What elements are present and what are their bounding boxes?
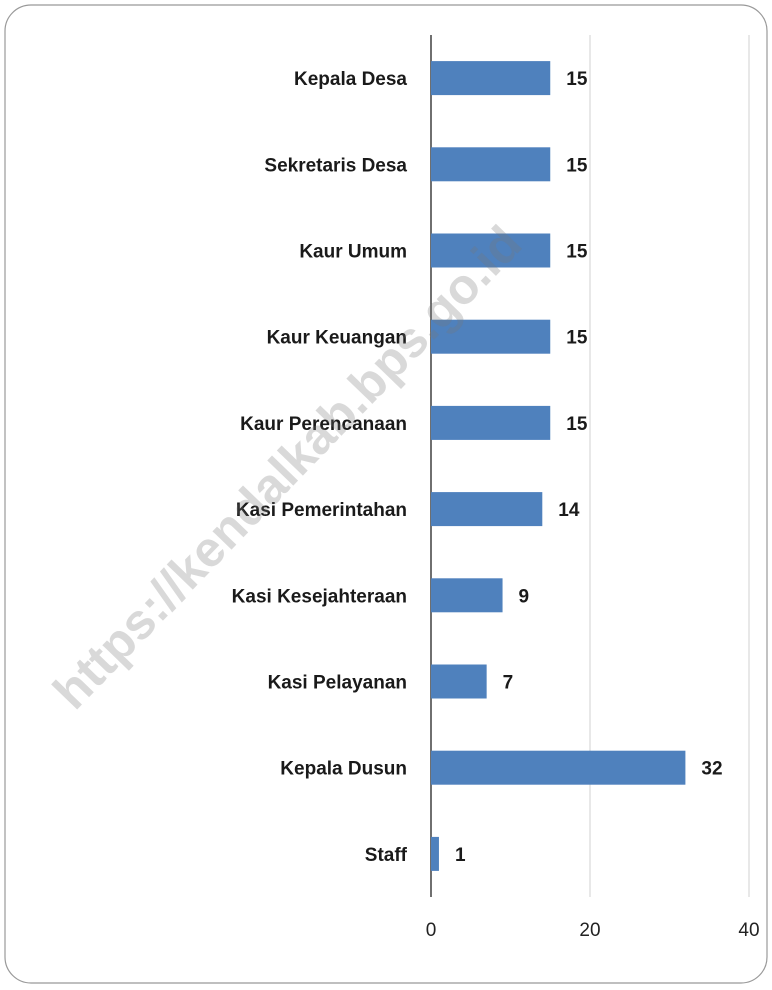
bar xyxy=(431,405,551,440)
y-tick-label: Staff xyxy=(365,845,408,866)
bar xyxy=(431,836,439,871)
bar xyxy=(431,61,551,96)
y-tick-label: Kepala Desa xyxy=(294,69,407,90)
bar xyxy=(431,492,543,527)
value-label: 15 xyxy=(566,242,588,263)
y-tick-label: Kaur Keuangan xyxy=(267,328,407,349)
y-tick-label: Kasi Kesejahteraan xyxy=(232,586,407,607)
y-tick-label: Kasi Pelayanan xyxy=(268,673,407,694)
y-tick-label: Sekretaris Desa xyxy=(264,155,407,176)
value-label: 15 xyxy=(566,414,588,435)
value-label: 14 xyxy=(558,500,580,521)
y-tick-label: Kasi Pemerintahan xyxy=(236,500,407,521)
value-label: 15 xyxy=(566,69,588,90)
bar xyxy=(431,233,551,268)
bar xyxy=(431,664,487,699)
bar xyxy=(431,319,551,354)
y-tick-label: Kepala Dusun xyxy=(280,759,407,780)
x-tick-label: 40 xyxy=(738,920,759,941)
bar xyxy=(431,147,551,182)
y-tick-label: Kaur Perencanaan xyxy=(240,414,407,435)
value-label: 15 xyxy=(566,328,588,349)
value-label: 15 xyxy=(566,155,588,176)
value-label: 1 xyxy=(455,845,466,866)
value-label: 32 xyxy=(701,759,722,780)
y-tick-label: Kaur Umum xyxy=(299,242,407,263)
value-label: 7 xyxy=(503,673,514,694)
bar xyxy=(431,578,503,613)
x-tick-label: 0 xyxy=(426,920,437,941)
x-tick-label: 20 xyxy=(579,920,600,941)
value-label: 9 xyxy=(519,586,530,607)
bar xyxy=(431,750,686,785)
chart-border xyxy=(4,4,768,984)
